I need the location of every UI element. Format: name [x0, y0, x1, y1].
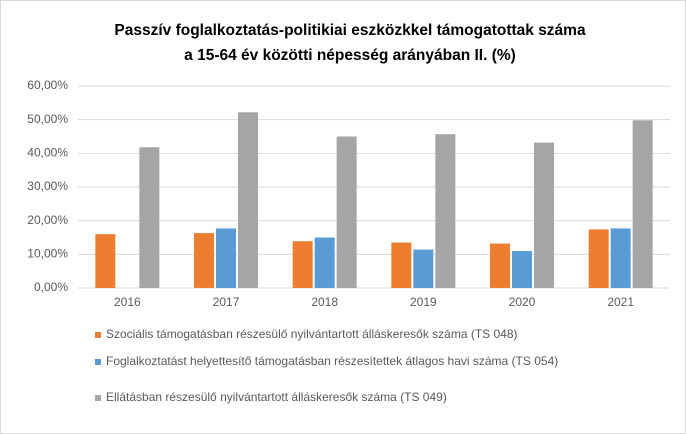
y-tick-label: 20,00%	[27, 213, 68, 227]
y-tick-label: 0,00%	[34, 280, 68, 294]
bar	[314, 237, 335, 288]
x-tick-label: 2020	[509, 295, 536, 309]
y-tick-label: 60,00%	[27, 78, 68, 92]
bar	[632, 120, 653, 288]
legend-label: Szociális támogatásban részesülő nyilván…	[106, 327, 518, 341]
legend-item: Ellátásban részesülő nyilvántartott állá…	[92, 389, 562, 406]
bar	[216, 228, 236, 288]
legend-swatch	[95, 359, 101, 365]
chart-title: a 15-64 év közötti népesség arányában II…	[184, 47, 516, 64]
bar	[391, 242, 412, 288]
bar	[413, 249, 434, 288]
x-tick-label: 2018	[311, 295, 338, 309]
bar	[610, 228, 631, 288]
legend-swatch	[95, 395, 101, 401]
bar	[435, 134, 456, 288]
bar	[588, 229, 609, 288]
x-tick-label: 2016	[114, 295, 141, 309]
legend-item: Foglalkoztatást helyettesítő támogatásba…	[92, 353, 562, 370]
y-tick-label: 10,00%	[27, 247, 68, 261]
x-tick-label: 2019	[410, 295, 437, 309]
legend-swatch	[95, 332, 101, 338]
bar	[194, 233, 214, 288]
bar	[490, 243, 510, 288]
x-tick-label: 2017	[213, 295, 240, 309]
y-tick-label: 30,00%	[27, 179, 68, 193]
bar	[95, 234, 116, 288]
chart-title: Passzív foglalkoztatás-politikiai eszköz…	[114, 22, 586, 39]
bar	[336, 136, 357, 288]
y-tick-label: 50,00%	[27, 112, 68, 126]
y-tick-label: 40,00%	[27, 146, 68, 160]
bar	[238, 112, 258, 288]
bar	[512, 250, 532, 288]
bar	[534, 142, 554, 288]
legend-item: Szociális támogatásban részesülő nyilván…	[92, 326, 562, 343]
legend-label: Ellátásban részesülő nyilvántartott állá…	[106, 390, 447, 404]
bar	[139, 147, 160, 288]
legend: Szociális támogatásban részesülő nyilván…	[92, 326, 562, 406]
legend-label: Foglalkoztatást helyettesítő támogatásba…	[106, 354, 559, 368]
bar	[292, 241, 313, 288]
x-tick-label: 2021	[607, 295, 634, 309]
